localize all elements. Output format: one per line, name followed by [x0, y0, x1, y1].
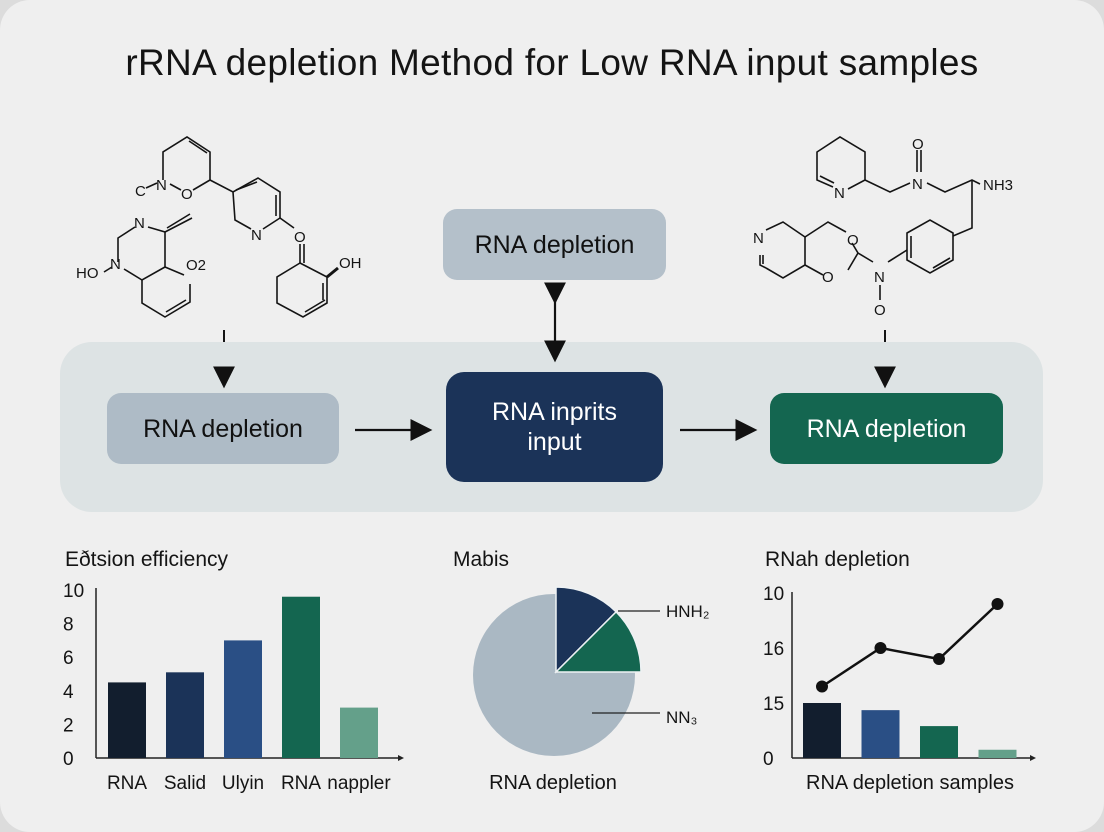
- center-box-line2: input: [527, 428, 582, 456]
- atom-label: O: [847, 232, 859, 249]
- x-tick-label: nappler: [327, 773, 391, 794]
- right-molecule: [759, 136, 981, 378]
- atom-label: N: [134, 215, 145, 232]
- left-molecule: [103, 136, 339, 378]
- left-molecule-atoms: C N O N HO N N O2 O OH: [76, 177, 362, 282]
- line-series: [821, 603, 999, 688]
- atom-label: NH3: [983, 177, 1013, 194]
- y-tick-label: 2: [63, 715, 74, 736]
- pie-slice: [555, 586, 618, 674]
- atom-label: N: [912, 176, 923, 193]
- bar-chart-title: Eðtsion efficiency: [65, 548, 229, 571]
- atom-label: N: [834, 185, 845, 202]
- page-title: rRNA depletion Method for Low RNA input …: [125, 42, 979, 83]
- x-tick-label: RNA: [107, 773, 147, 794]
- x-tick-label: Ulyin: [222, 773, 264, 794]
- atom-label: N: [156, 177, 167, 194]
- bar: [920, 726, 958, 758]
- line-point: [816, 680, 828, 693]
- pie-label: NN₃: [666, 708, 697, 727]
- bar: [340, 707, 378, 758]
- right-molecule-atoms: N O N NH3 N O O N O: [753, 136, 1013, 319]
- line-point: [991, 598, 1004, 610]
- atom-label: O: [912, 136, 924, 153]
- atom-label: O: [181, 186, 193, 203]
- combo-chart-x-axis-arrow: [1030, 755, 1036, 761]
- bar-chart-x-axis-arrow: [398, 755, 404, 761]
- y-tick-label: 16: [763, 639, 784, 660]
- left-box-label: RNA depletion: [143, 414, 303, 443]
- y-tick-label: 10: [763, 584, 784, 605]
- bar: [282, 596, 320, 758]
- bar: [108, 682, 146, 758]
- y-tick-label: 0: [63, 749, 74, 770]
- atom-label: N: [874, 269, 885, 286]
- atom-label: HO: [76, 265, 99, 282]
- pie-chart-title: Mabis: [453, 548, 510, 571]
- bar: [224, 640, 262, 758]
- atom-label: N: [251, 227, 262, 244]
- atom-label: O: [294, 229, 306, 246]
- x-axis-label: RNA depletion samples: [806, 772, 1014, 794]
- right-box-label: RNA depletion: [806, 414, 967, 443]
- right-process-box: RNA depletion: [770, 393, 1003, 464]
- bar: [978, 749, 1017, 758]
- bar: [166, 672, 204, 758]
- bar: [861, 710, 900, 758]
- atom-label: C: [135, 183, 146, 200]
- atom-label: OH: [339, 255, 362, 272]
- pie-caption: RNA depletion: [489, 772, 617, 794]
- y-tick-label: 6: [63, 648, 74, 669]
- y-tick-label: 4: [63, 682, 74, 703]
- atom-label: O: [874, 302, 886, 319]
- x-tick-label: RNA: [281, 773, 321, 794]
- combo-chart-title: RNah depletion: [765, 548, 910, 571]
- pie-label: HNH₂: [666, 602, 709, 621]
- top-box-label: RNA depletion: [474, 230, 635, 259]
- atom-label: O2: [186, 257, 206, 274]
- pie-slice: [554, 610, 642, 673]
- atom-label: N: [110, 256, 121, 273]
- center-process-box: RNA inprits input: [446, 372, 663, 482]
- left-process-box: RNA depletion: [107, 393, 339, 464]
- y-tick-label: 0: [763, 749, 774, 770]
- atom-label: N: [753, 230, 764, 247]
- line-point: [874, 642, 887, 654]
- y-tick-label: 8: [63, 615, 74, 636]
- top-process-box: RNA depletion: [443, 209, 666, 280]
- x-tick-label: Salid: [164, 773, 206, 794]
- atom-label: O: [822, 269, 834, 286]
- line-point: [933, 653, 945, 665]
- bar: [803, 703, 841, 758]
- center-box-line1: RNA inprits: [491, 398, 618, 426]
- y-tick-label: 15: [763, 694, 784, 715]
- y-tick-label: 10: [63, 581, 84, 602]
